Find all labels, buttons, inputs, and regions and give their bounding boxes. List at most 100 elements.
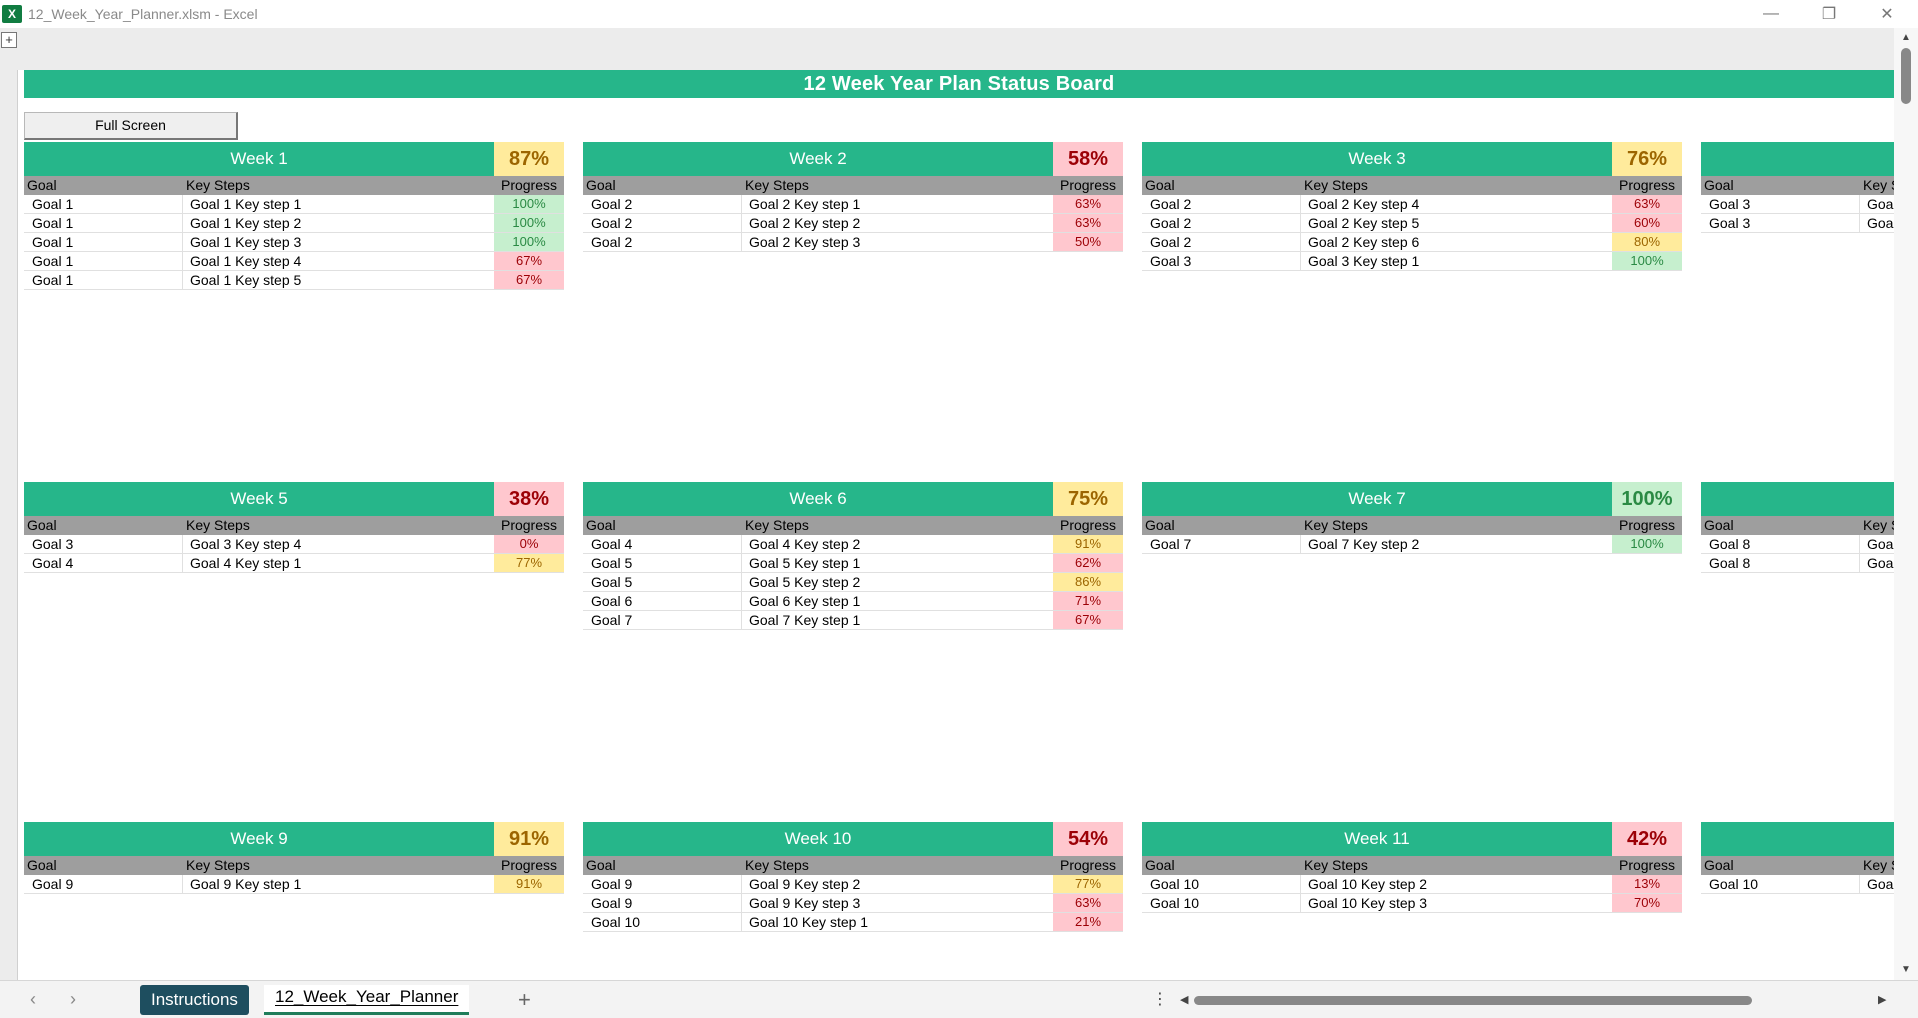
table-row[interactable]: Goal 2 Goal 2 Key step 1 63% bbox=[583, 195, 1123, 214]
week-percentage[interactable]: 100% bbox=[1612, 482, 1682, 516]
progress-cell[interactable]: 100% bbox=[1612, 252, 1682, 270]
column-header-key-steps[interactable]: Key Steps bbox=[1863, 857, 1894, 873]
prev-sheet-icon[interactable]: ‹ bbox=[30, 989, 36, 1009]
key-step-cell[interactable]: Goal 2 Key step 6 bbox=[1308, 234, 1420, 250]
progress-cell[interactable]: 50% bbox=[1053, 233, 1123, 251]
progress-cell[interactable]: 91% bbox=[1053, 535, 1123, 553]
table-row[interactable]: Goal 5 Goal 5 Key step 1 62% bbox=[583, 554, 1123, 573]
goal-cell[interactable]: Goal 1 bbox=[24, 271, 183, 289]
table-row[interactable]: Goal 1 Goal 1 Key step 5 67% bbox=[24, 271, 564, 290]
key-step-cell[interactable]: Goal 9 Key step 1 bbox=[190, 876, 302, 892]
column-header-key-steps[interactable]: Key Steps bbox=[186, 857, 250, 873]
goal-cell[interactable]: Goal 1 bbox=[24, 214, 183, 232]
key-step-cell[interactable]: Goal 9 Key step 3 bbox=[749, 895, 861, 911]
table-row[interactable]: Goal 1 Goal 1 Key step 2 100% bbox=[24, 214, 564, 233]
week-title[interactable]: Week 1 bbox=[24, 142, 494, 176]
key-step-cell[interactable]: Goal 3 Key step 4 bbox=[190, 536, 302, 552]
table-row[interactable]: Goal 1 Goal 1 Key step 1 100% bbox=[24, 195, 564, 214]
column-header-goal[interactable]: Goal bbox=[27, 517, 57, 533]
column-header-progress[interactable]: Progress bbox=[500, 177, 558, 193]
table-row[interactable]: Goal 3 Goal 3 Key step 4 0% bbox=[24, 535, 564, 554]
goal-cell[interactable]: Goal 10 bbox=[1142, 875, 1301, 893]
progress-cell[interactable]: 77% bbox=[494, 554, 564, 572]
table-row[interactable]: Goal 2 Goal 2 Key step 5 60% bbox=[1142, 214, 1682, 233]
table-row[interactable]: Goal 6 Goal 6 Key step 1 71% bbox=[583, 592, 1123, 611]
goal-cell[interactable]: Goal 9 bbox=[24, 875, 183, 893]
more-options-icon[interactable]: ⋮ bbox=[1152, 991, 1168, 1008]
week-percentage[interactable]: 75% bbox=[1053, 482, 1123, 516]
progress-cell[interactable]: 63% bbox=[1053, 195, 1123, 213]
progress-cell[interactable]: 86% bbox=[1053, 573, 1123, 591]
table-row[interactable]: Goal 7 Goal 7 Key step 1 67% bbox=[583, 611, 1123, 630]
worksheet-area[interactable]: 12 Week Year Plan Status Board Full Scre… bbox=[18, 70, 1894, 980]
table-row[interactable]: Goal 8 Goa bbox=[1701, 535, 1894, 554]
column-header-progress[interactable]: Progress bbox=[1059, 177, 1117, 193]
week-percentage[interactable]: 42% bbox=[1612, 822, 1682, 856]
progress-cell[interactable]: 100% bbox=[494, 195, 564, 213]
goal-cell[interactable]: Goal 1 bbox=[24, 233, 183, 251]
progress-cell[interactable]: 70% bbox=[1612, 894, 1682, 912]
key-step-cell[interactable]: Goal 2 Key step 5 bbox=[1308, 215, 1420, 231]
week-title[interactable]: Week 9 bbox=[24, 822, 494, 856]
week-title[interactable]: Week 5 bbox=[24, 482, 494, 516]
table-row[interactable]: Goal 2 Goal 2 Key step 6 80% bbox=[1142, 233, 1682, 252]
column-header-goal[interactable]: Goal bbox=[1145, 177, 1175, 193]
scroll-left-icon[interactable]: ◀ bbox=[1180, 994, 1189, 1006]
key-step-cell[interactable]: Goa bbox=[1867, 555, 1894, 571]
horizontal-scroll-thumb[interactable] bbox=[1194, 996, 1752, 1005]
week-title[interactable]: Week 3 bbox=[1142, 142, 1612, 176]
table-row[interactable]: Goal 1 Goal 1 Key step 3 100% bbox=[24, 233, 564, 252]
key-step-cell[interactable]: Goa bbox=[1867, 876, 1894, 892]
progress-cell[interactable]: 62% bbox=[1053, 554, 1123, 572]
week-percentage[interactable]: 87% bbox=[494, 142, 564, 176]
column-header-key-steps[interactable]: Key Steps bbox=[186, 177, 250, 193]
key-step-cell[interactable]: Goa bbox=[1867, 536, 1894, 552]
expand-ribbon-button[interactable]: + bbox=[1, 32, 17, 48]
key-step-cell[interactable]: Goa bbox=[1867, 215, 1894, 231]
key-step-cell[interactable]: Goal 10 Key step 1 bbox=[749, 914, 869, 930]
column-header-goal[interactable]: Goal bbox=[27, 177, 57, 193]
column-header-goal[interactable]: Goal bbox=[586, 857, 616, 873]
column-header-progress[interactable]: Progress bbox=[500, 857, 558, 873]
key-step-cell[interactable]: Goal 1 Key step 3 bbox=[190, 234, 302, 250]
goal-cell[interactable]: Goal 8 bbox=[1701, 554, 1860, 572]
restore-button[interactable]: ❐ bbox=[1821, 6, 1837, 23]
goal-cell[interactable]: Goal 7 bbox=[1142, 535, 1301, 553]
column-header-goal[interactable]: Goal bbox=[27, 857, 57, 873]
goal-cell[interactable]: Goal 4 bbox=[583, 535, 742, 553]
goal-cell[interactable]: Goal 2 bbox=[1142, 195, 1301, 213]
progress-cell[interactable]: 63% bbox=[1612, 195, 1682, 213]
column-header-key-steps[interactable]: Key Steps bbox=[745, 177, 809, 193]
key-step-cell[interactable]: Goal 6 Key step 1 bbox=[749, 593, 861, 609]
column-header-key-steps[interactable]: Key Steps bbox=[745, 857, 809, 873]
goal-cell[interactable]: Goal 9 bbox=[583, 894, 742, 912]
goal-cell[interactable]: Goal 3 bbox=[1142, 252, 1301, 270]
goal-cell[interactable]: Goal 10 bbox=[1142, 894, 1301, 912]
column-header-progress[interactable]: Progress bbox=[1618, 177, 1676, 193]
week-title[interactable] bbox=[1701, 142, 1894, 176]
close-button[interactable]: ✕ bbox=[1880, 6, 1894, 23]
goal-cell[interactable]: Goal 2 bbox=[1142, 214, 1301, 232]
tab-instructions[interactable]: Instructions bbox=[140, 985, 249, 1015]
goal-cell[interactable]: Goal 3 bbox=[1701, 214, 1860, 232]
progress-cell[interactable]: 63% bbox=[1053, 214, 1123, 232]
goal-cell[interactable]: Goal 9 bbox=[583, 875, 742, 893]
goal-cell[interactable]: Goal 5 bbox=[583, 573, 742, 591]
key-step-cell[interactable]: Goal 5 Key step 1 bbox=[749, 555, 861, 571]
key-step-cell[interactable]: Goal 2 Key step 4 bbox=[1308, 196, 1420, 212]
week-percentage[interactable]: 54% bbox=[1053, 822, 1123, 856]
progress-cell[interactable]: 91% bbox=[494, 875, 564, 893]
progress-cell[interactable]: 21% bbox=[1053, 913, 1123, 931]
key-step-cell[interactable]: Goal 7 Key step 2 bbox=[1308, 536, 1420, 552]
column-header-goal[interactable]: Goal bbox=[1145, 857, 1175, 873]
progress-cell[interactable]: 100% bbox=[494, 233, 564, 251]
week-percentage[interactable]: 58% bbox=[1053, 142, 1123, 176]
table-row[interactable]: Goal 7 Goal 7 Key step 2 100% bbox=[1142, 535, 1682, 554]
column-header-key-steps[interactable]: Key Steps bbox=[1304, 177, 1368, 193]
key-step-cell[interactable]: Goal 10 Key step 2 bbox=[1308, 876, 1428, 892]
progress-cell[interactable]: 67% bbox=[494, 252, 564, 270]
table-row[interactable]: Goal 1 Goal 1 Key step 4 67% bbox=[24, 252, 564, 271]
column-header-progress[interactable]: Progress bbox=[500, 517, 558, 533]
week-title[interactable]: Week 2 bbox=[583, 142, 1053, 176]
goal-cell[interactable]: Goal 2 bbox=[583, 195, 742, 213]
